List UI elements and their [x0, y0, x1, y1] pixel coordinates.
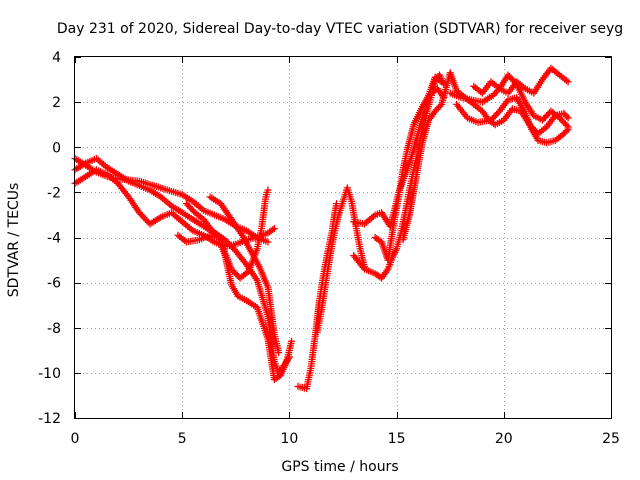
y-tick-label: -4: [47, 231, 61, 247]
x-tick-label: 15: [388, 431, 406, 447]
series-trace-11: [371, 85, 448, 264]
x-tick-label: 25: [602, 431, 620, 447]
axis-ticks: 0 5 10 15 20 25 -12 -10 -8 -6 -4 -2 0 2 4: [38, 50, 620, 447]
y-tick-label: -8: [47, 321, 61, 337]
data-point: [143, 217, 151, 225]
series-trace-6: [206, 193, 283, 357]
data-point: [563, 127, 571, 135]
x-tick-label: 10: [280, 431, 298, 447]
plot-frame: [74, 56, 612, 419]
series-trace-14: [453, 94, 572, 147]
data-point: [564, 114, 572, 122]
series-trace-13: [446, 71, 572, 131]
y-tick-label: 0: [52, 140, 61, 156]
series-trace-8: [313, 184, 368, 336]
data-point: [269, 226, 277, 234]
series-trace-5: [182, 186, 272, 282]
data-point: [138, 212, 146, 220]
y-tick-label: -6: [47, 276, 61, 292]
y-axis-label: SDTVAR / TECUs: [6, 183, 22, 298]
data-point: [564, 125, 572, 133]
data-point: [137, 210, 145, 218]
data-point: [564, 78, 572, 86]
data-point: [438, 78, 446, 86]
data-point: [135, 209, 143, 217]
y-tick-label: 2: [52, 95, 61, 111]
data-point: [140, 214, 148, 222]
data-point: [141, 215, 149, 223]
data-point: [436, 77, 444, 85]
y-tick-label: -2: [47, 185, 61, 201]
data-point: [270, 224, 278, 232]
data-point: [264, 186, 272, 194]
data-point: [434, 104, 442, 112]
x-axis-label: GPS time / hours: [281, 459, 398, 475]
x-tick-label: 0: [71, 431, 80, 447]
series-trace-4: [174, 231, 296, 384]
data-point: [275, 349, 283, 357]
x-tick-label: 5: [178, 431, 187, 447]
data-point: [563, 112, 571, 120]
data-point: [288, 337, 296, 345]
y-tick-label: -12: [38, 411, 61, 427]
data-point: [264, 238, 272, 246]
y-tick-label: -10: [38, 366, 61, 382]
data-marks: [71, 64, 572, 393]
series-trace-15: [470, 64, 572, 97]
y-tick-label: 4: [52, 50, 61, 66]
x-tick-label: 20: [495, 431, 513, 447]
chart-title: Day 231 of 2020, Sidereal Day-to-day VTE…: [57, 21, 623, 37]
